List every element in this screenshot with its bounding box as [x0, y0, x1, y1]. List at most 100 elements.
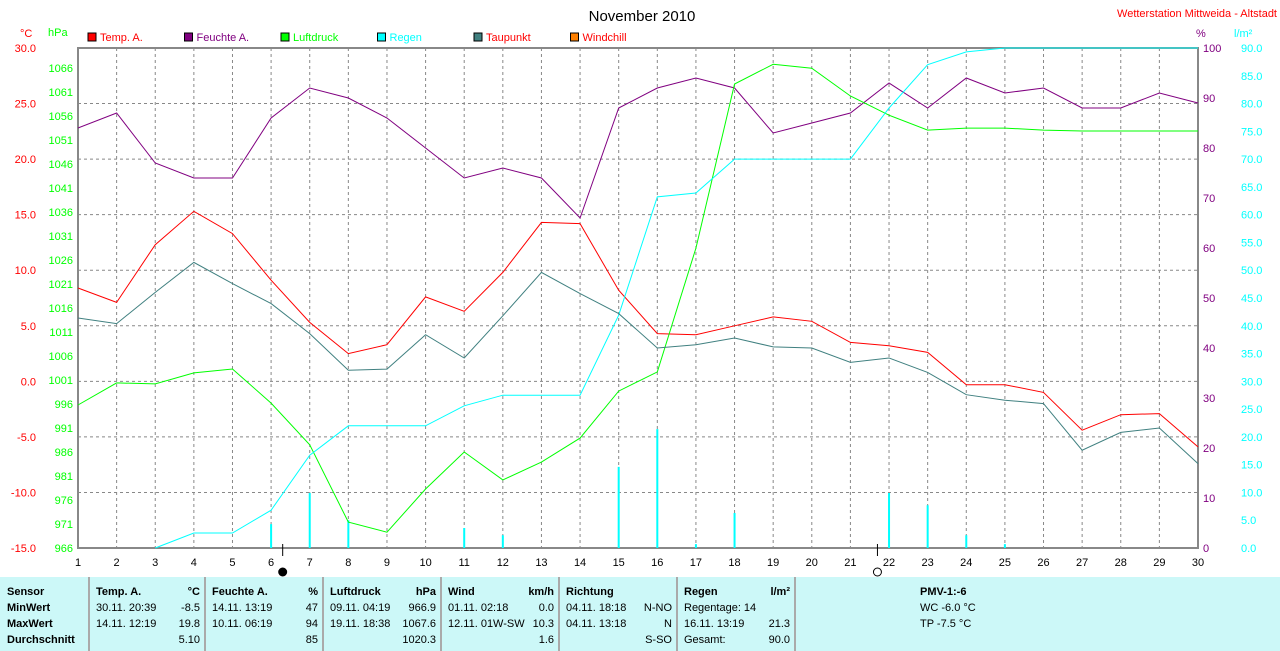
x-tick-label: 30	[1192, 557, 1204, 569]
rain-tick-label: 10.0	[1241, 487, 1262, 499]
rain-tick-label: 45.0	[1241, 293, 1262, 305]
rain-total: 90.0	[768, 634, 790, 646]
wind-max-time: 12.11. 01W-SW	[448, 618, 525, 630]
x-tick-label: 12	[497, 557, 509, 569]
rain-tick-label: 30.0	[1241, 376, 1262, 388]
x-tick-label: 14	[574, 557, 586, 569]
hum-tick-label: 50	[1203, 293, 1215, 305]
press-max-time: 19.11. 18:38	[330, 618, 391, 630]
maxwert-label: MaxWert	[7, 618, 53, 630]
legend-label-5: Windchill	[583, 32, 627, 44]
temp-header: Temp. A.	[96, 586, 142, 598]
dir-max: N	[664, 618, 672, 630]
rain-unit-col: l/m²	[770, 586, 790, 598]
station-name: Wetterstation Mittweida - Altstadt	[1117, 8, 1277, 20]
temp-avg: 5.10	[178, 634, 200, 646]
legend-label-0: Temp. A.	[100, 32, 143, 44]
rain-total-label: Gesamt:	[684, 634, 726, 646]
wind-header: Wind	[448, 586, 475, 598]
temp-tick-label: 10.0	[15, 265, 36, 277]
temp-min: -8.5	[181, 602, 200, 614]
press-tick-label: 986	[55, 447, 73, 459]
rain-tick-label: 60.0	[1241, 210, 1262, 222]
x-tick-label: 18	[728, 557, 740, 569]
legend-label-2: Luftdruck	[293, 32, 339, 44]
temp-min-time: 30.11. 20:39	[96, 602, 157, 614]
rain-unit: l/m²	[1234, 28, 1253, 40]
wind-min: 0.0	[538, 602, 554, 614]
press-tick-label: 1016	[49, 303, 73, 315]
press-tick-label: 981	[55, 471, 73, 483]
temp-max: 19.8	[178, 618, 200, 630]
durchschnitt-label: Durchschnitt	[7, 634, 75, 646]
x-tick-label: 8	[345, 557, 351, 569]
press-tick-label: 996	[55, 399, 73, 411]
rain-tick-label: 5.0	[1241, 515, 1256, 527]
sensor-header: Sensor	[7, 586, 45, 598]
rain-tick-label: 35.0	[1241, 349, 1262, 361]
temp-tick-label: -15.0	[11, 543, 36, 555]
press-min: 966.9	[408, 602, 436, 614]
press-tick-label: 966	[55, 543, 73, 555]
press-unit-col: hPa	[415, 586, 436, 598]
x-tick-label: 2	[114, 557, 120, 569]
rain-tick-label: 80.0	[1241, 99, 1262, 111]
hum-unit: %	[1196, 28, 1206, 40]
x-tick-label: 3	[152, 557, 158, 569]
x-tick-label: 27	[1076, 557, 1088, 569]
hum-min: 47	[305, 602, 318, 614]
x-tick-label: 1	[75, 557, 81, 569]
hum-tick-label: 30	[1203, 393, 1215, 405]
x-tick-label: 25	[999, 557, 1011, 569]
rain-tick-label: 40.0	[1241, 321, 1262, 333]
legend-label-4: Taupunkt	[486, 32, 531, 44]
hum-tick-label: 90	[1203, 93, 1215, 105]
rain-tick-label: 65.0	[1241, 182, 1262, 194]
hum-header: Feuchte A.	[212, 586, 268, 598]
temp-tick-label: 15.0	[15, 210, 36, 222]
x-tick-label: 24	[960, 557, 972, 569]
legend-swatch-0	[87, 32, 97, 42]
temp-tick-label: 30.0	[15, 43, 36, 55]
press-tick-label: 1031	[49, 231, 73, 243]
rain-tick-label: 15.0	[1241, 460, 1262, 472]
rain-days: Regentage: 14	[684, 602, 757, 614]
rain-header: Regen	[684, 586, 718, 598]
x-tick-label: 23	[922, 557, 934, 569]
press-tick-label: 1021	[49, 279, 73, 291]
x-tick-label: 15	[613, 557, 625, 569]
series-line-temp-a-	[77, 210, 1199, 448]
x-tick-label: 7	[307, 557, 313, 569]
hum-unit-col: %	[308, 586, 318, 598]
x-tick-label: 21	[844, 557, 856, 569]
x-tick-label: 17	[690, 557, 702, 569]
dir-min-time: 04.11. 18:18	[566, 602, 627, 614]
hum-tick-label: 80	[1203, 143, 1215, 155]
press-tick-label: 1061	[49, 87, 73, 99]
chart-title: November 2010	[589, 8, 696, 25]
statistics-table: Sensor MinWert MaxWert Durchschnitt Temp…	[0, 577, 1280, 651]
x-tick-label: 5	[229, 557, 235, 569]
press-tick-label: 1036	[49, 207, 73, 219]
x-tick-label: 28	[1115, 557, 1127, 569]
hum-min-time: 14.11. 13:19	[212, 602, 273, 614]
windchill-value: WC -6.0 °C	[920, 602, 976, 614]
dir-max-time: 04.11. 13:18	[566, 618, 627, 630]
hum-tick-label: 20	[1203, 443, 1215, 455]
press-tick-label: 1001	[49, 375, 73, 387]
series-line-feuchte-a-	[77, 77, 1199, 219]
dir-header: Richtung	[566, 586, 614, 598]
minwert-label: MinWert	[7, 602, 51, 614]
x-tick-label: 20	[806, 557, 818, 569]
rain-tick-label: 55.0	[1241, 237, 1262, 249]
press-tick-label: 1026	[49, 255, 73, 267]
press-tick-label: 1006	[49, 351, 73, 363]
series-line-luftdruck	[77, 63, 1198, 533]
rain-tick-label: 70.0	[1241, 154, 1262, 166]
temp-tick-label: 25.0	[15, 99, 36, 111]
press-unit: hPa	[48, 27, 68, 39]
x-tick-label: 11	[458, 557, 469, 569]
hum-tick-label: 70	[1203, 193, 1215, 205]
press-tick-label: 976	[55, 495, 73, 507]
temp-unit-col: °C	[187, 586, 200, 598]
